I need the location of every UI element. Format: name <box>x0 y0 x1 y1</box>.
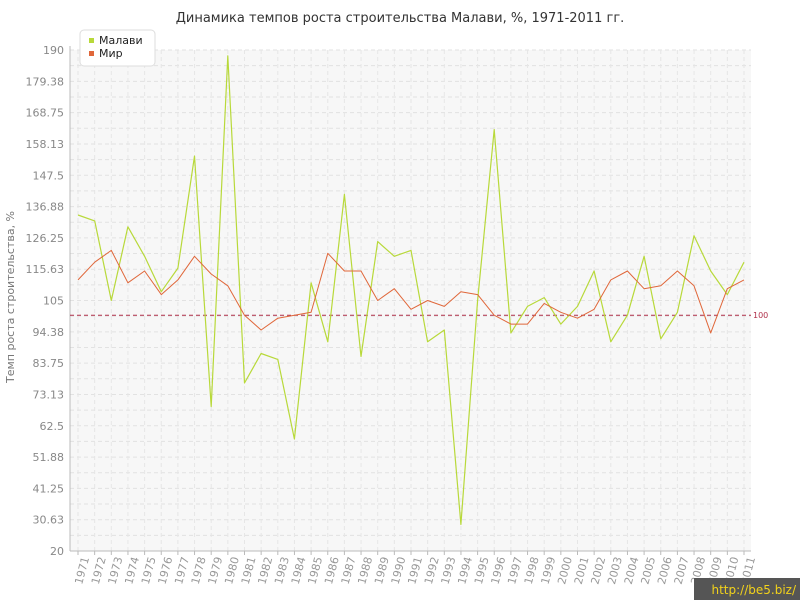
reference-line-label: 100 <box>753 311 768 320</box>
grid <box>70 49 751 552</box>
legend-label: Мир <box>99 47 123 60</box>
y-tick-label: 73.13 <box>33 388 65 401</box>
y-tick-label: 62.5 <box>40 420 65 433</box>
x-tick-labels: 1971197219731974197519761977197819791980… <box>72 555 758 585</box>
y-tick-label: 51.88 <box>33 451 65 464</box>
plot-area <box>70 50 751 551</box>
y-tick-label: 147.5 <box>33 169 65 182</box>
y-tick-label: 190 <box>43 44 64 57</box>
legend-swatch <box>89 51 94 56</box>
y-tick-label: 105 <box>43 295 64 308</box>
axes <box>69 46 751 555</box>
y-tick-label: 115.63 <box>26 263 65 276</box>
legend-label: Малави <box>99 34 143 47</box>
y-axis-label: Темп роста строительства, % <box>4 211 17 384</box>
y-tick-label: 179.38 <box>26 75 65 88</box>
y-tick-label: 158.13 <box>26 138 65 151</box>
y-tick-label: 126.25 <box>26 232 65 245</box>
y-tick-label: 83.75 <box>33 357 65 370</box>
y-tick-labels: 20 30.63 41.25 51.88 62.5 73.13 83.75 94.38 105 1… <box>26 44 65 558</box>
watermark-box <box>694 578 800 600</box>
y-tick-label: 20 <box>50 545 64 558</box>
series-line-malawi <box>77 55 745 526</box>
legend-swatch <box>89 38 94 43</box>
chart-title: Динамика темпов роста строительства Мала… <box>176 11 625 26</box>
watermark[interactable]: http://be5.biz/ <box>711 583 796 597</box>
legend-box <box>79 29 156 67</box>
y-tick-label: 168.75 <box>26 107 65 120</box>
series-lines <box>77 55 745 526</box>
y-tick-label: 94.38 <box>33 326 65 339</box>
series-line-world <box>77 249 745 334</box>
y-tick-label: 41.25 <box>33 482 65 495</box>
y-tick-label: 136.88 <box>26 201 65 214</box>
y-tick-label: 30.63 <box>33 514 65 527</box>
reference-line-group: 100 <box>70 311 768 320</box>
